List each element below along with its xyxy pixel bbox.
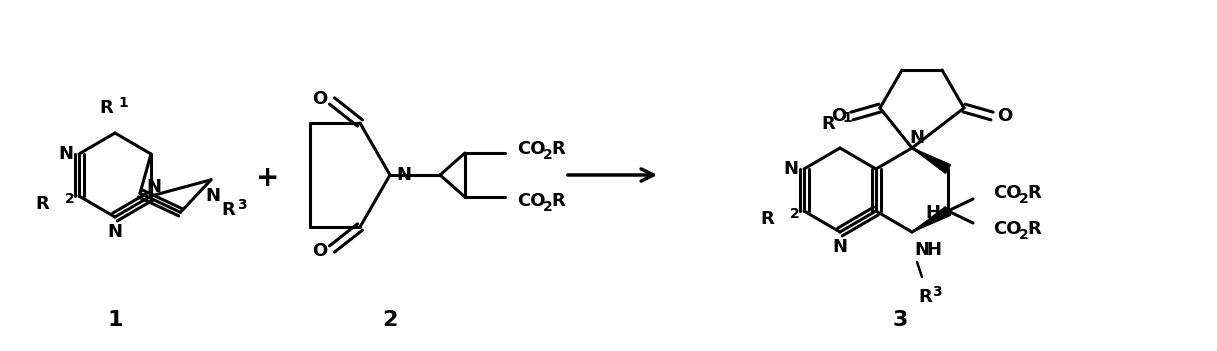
Text: H: H — [925, 204, 940, 222]
Text: R: R — [221, 201, 235, 219]
Polygon shape — [912, 148, 950, 173]
Text: 2: 2 — [65, 192, 74, 206]
Text: 3: 3 — [237, 198, 247, 212]
Text: N: N — [784, 160, 798, 178]
Text: 2: 2 — [543, 200, 553, 214]
Polygon shape — [912, 207, 950, 232]
Text: R: R — [761, 210, 774, 228]
Text: R: R — [35, 195, 49, 213]
Text: N: N — [146, 178, 162, 196]
Text: N: N — [914, 241, 929, 259]
Text: +: + — [257, 164, 280, 192]
Text: R: R — [1027, 184, 1041, 202]
Text: 2: 2 — [1019, 228, 1028, 242]
Text: N: N — [206, 187, 220, 205]
Text: 3: 3 — [932, 285, 942, 299]
Text: 2: 2 — [790, 207, 800, 221]
Text: N: N — [909, 129, 925, 147]
Text: O: O — [831, 107, 847, 125]
Text: R: R — [551, 140, 565, 158]
Text: R: R — [918, 288, 932, 306]
Text: R: R — [100, 99, 113, 117]
Text: CO: CO — [993, 220, 1021, 238]
Text: 2: 2 — [1019, 192, 1028, 206]
Text: CO: CO — [517, 192, 545, 210]
Text: N: N — [107, 223, 123, 241]
Text: H: H — [926, 241, 941, 259]
Text: 2: 2 — [543, 148, 553, 162]
Text: CO: CO — [517, 140, 545, 158]
Text: 3: 3 — [892, 310, 908, 330]
Text: O: O — [313, 90, 327, 108]
Text: O: O — [313, 242, 327, 260]
Text: 1: 1 — [842, 111, 852, 125]
Text: 1: 1 — [107, 310, 123, 330]
Text: CO: CO — [993, 184, 1021, 202]
Text: O: O — [998, 107, 1013, 125]
Text: N: N — [832, 238, 847, 256]
Text: R: R — [551, 192, 565, 210]
Text: N: N — [397, 166, 411, 184]
Text: R: R — [821, 115, 835, 133]
Text: 1: 1 — [118, 96, 128, 110]
Text: R: R — [1027, 220, 1041, 238]
Text: N: N — [58, 145, 73, 163]
Text: 2: 2 — [382, 310, 398, 330]
